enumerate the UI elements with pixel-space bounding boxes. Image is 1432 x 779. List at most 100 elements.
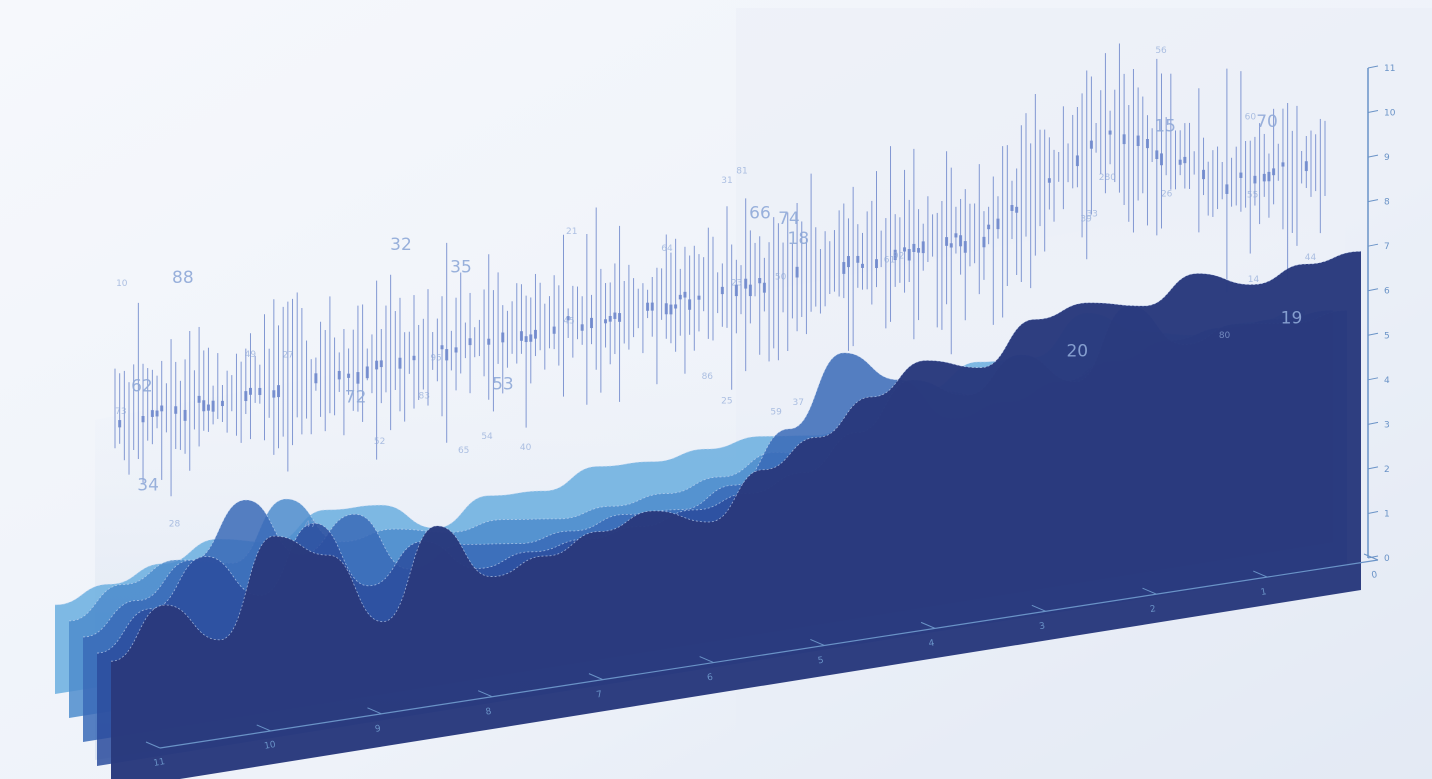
candle-body bbox=[604, 319, 608, 324]
value-label: 66 bbox=[749, 203, 771, 223]
candle-body bbox=[533, 329, 537, 339]
candle-body bbox=[1015, 206, 1019, 213]
candle-body bbox=[277, 385, 281, 398]
candle-body bbox=[141, 415, 145, 423]
vertical-axis-tick bbox=[1367, 243, 1379, 247]
value-label: 44 bbox=[1305, 253, 1317, 263]
depth-axis-tick bbox=[1031, 604, 1047, 612]
candle-body bbox=[1178, 159, 1182, 165]
depth-axis-tick-label: 6 bbox=[706, 673, 714, 684]
area-series-edge-1 bbox=[110, 250, 1362, 662]
candlestick-layer bbox=[114, 43, 1326, 497]
vertical-axis-tick bbox=[1367, 332, 1379, 336]
candle-body bbox=[337, 370, 341, 380]
candle-body bbox=[174, 406, 178, 414]
candle-body bbox=[197, 395, 201, 403]
candle-body bbox=[674, 304, 678, 309]
depth-axis-tick bbox=[256, 724, 271, 732]
value-label: 88 bbox=[172, 268, 194, 288]
value-label: 280 bbox=[1099, 173, 1116, 183]
depth-axis-tick-label: 9 bbox=[374, 724, 382, 735]
candle-body bbox=[954, 233, 958, 238]
value-label: 23 bbox=[731, 279, 742, 289]
candle-body bbox=[445, 349, 449, 361]
candle-body bbox=[244, 391, 248, 402]
value-label: 39 bbox=[1080, 214, 1092, 224]
candle-body bbox=[1267, 171, 1271, 182]
candle-body bbox=[720, 286, 724, 295]
candle-body bbox=[669, 304, 673, 315]
candle-body bbox=[1225, 184, 1229, 194]
vertical-axis-tick-label: 9 bbox=[1384, 153, 1390, 163]
value-label: 56 bbox=[1155, 46, 1167, 56]
candle-body bbox=[1159, 153, 1163, 166]
value-label: 55 bbox=[1247, 191, 1258, 201]
candle-body bbox=[912, 243, 916, 253]
candle-body bbox=[921, 241, 925, 254]
candle-body bbox=[758, 278, 762, 284]
candle-body bbox=[1281, 162, 1285, 167]
value-label: 20 bbox=[1066, 342, 1088, 362]
area-series-1 bbox=[111, 251, 1361, 779]
depth-axis-tick-label: 8 bbox=[485, 707, 493, 718]
candle-body bbox=[211, 400, 215, 412]
candle-body bbox=[917, 248, 921, 253]
value-label: 61 bbox=[884, 256, 895, 266]
candle-body bbox=[1272, 168, 1276, 176]
candle-body bbox=[356, 372, 360, 384]
candle-body bbox=[590, 317, 594, 329]
depth-axis-tick bbox=[1363, 553, 1379, 561]
value-label: 19 bbox=[1281, 309, 1303, 329]
candle-body bbox=[963, 241, 967, 253]
candle-body bbox=[468, 338, 472, 346]
candle-body bbox=[440, 345, 444, 350]
value-label: 45 bbox=[563, 317, 574, 327]
candle-body bbox=[795, 266, 799, 278]
candle-body bbox=[501, 332, 505, 343]
candle-body bbox=[608, 315, 612, 322]
depth-axis-line bbox=[159, 559, 1379, 749]
candle-body bbox=[945, 237, 949, 246]
candle-body bbox=[1136, 135, 1140, 146]
candle-body bbox=[949, 243, 953, 248]
value-label: 27 bbox=[282, 351, 293, 361]
value-label: 26 bbox=[1161, 189, 1173, 199]
depth-axis-tick bbox=[477, 690, 493, 698]
value-label: 81 bbox=[736, 166, 747, 176]
candle-body bbox=[220, 400, 224, 407]
vertical-axis-tick bbox=[1367, 154, 1379, 158]
depth-axis-tick bbox=[1142, 587, 1157, 595]
candle-body bbox=[1202, 169, 1206, 180]
candle-body bbox=[860, 263, 864, 268]
vertical-axis-tick-label: 11 bbox=[1384, 64, 1395, 74]
depth-axis-tick bbox=[810, 638, 825, 646]
value-label: 35 bbox=[450, 257, 472, 277]
vertical-axis-tick-label: 1 bbox=[1384, 509, 1390, 519]
vertical-axis-tick bbox=[1367, 421, 1379, 425]
value-label: 64 bbox=[661, 244, 673, 254]
candle-body bbox=[1304, 161, 1308, 172]
candle-body bbox=[314, 373, 318, 384]
candle-body bbox=[959, 235, 963, 247]
vertical-axis-tick-label: 3 bbox=[1384, 420, 1390, 430]
depth-axis-tick-label: 1 bbox=[1260, 587, 1267, 598]
vertical-axis-tick bbox=[1367, 65, 1379, 69]
value-label: 54 bbox=[481, 432, 493, 442]
value-label: 53 bbox=[492, 374, 514, 394]
candle-body bbox=[987, 224, 991, 230]
depth-axis-tick bbox=[145, 741, 161, 749]
value-label: 60 bbox=[1245, 112, 1257, 122]
depth-axis-tick bbox=[1253, 570, 1268, 578]
candle-body bbox=[1183, 156, 1187, 164]
value-label: 62 bbox=[131, 377, 153, 397]
depth-axis-tick bbox=[920, 621, 936, 629]
depth-axis-tick-label: 5 bbox=[817, 656, 824, 667]
candle-body bbox=[846, 256, 850, 268]
candle-body bbox=[519, 331, 523, 341]
candle-body bbox=[1047, 178, 1051, 183]
candle-body bbox=[183, 409, 187, 421]
value-label: 86 bbox=[702, 372, 714, 382]
value-label: 40 bbox=[520, 443, 532, 453]
candle-body bbox=[856, 255, 860, 263]
